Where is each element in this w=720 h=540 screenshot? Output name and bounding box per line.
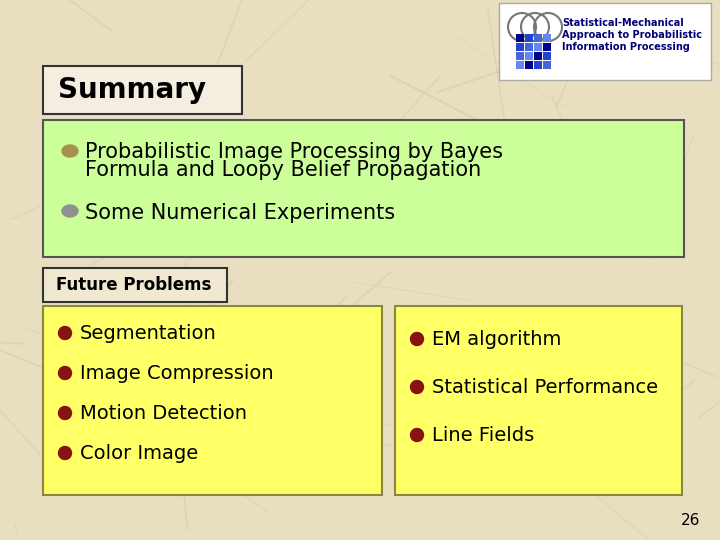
Text: Approach to Probabilistic: Approach to Probabilistic	[562, 30, 702, 40]
Bar	[525, 34, 533, 42]
Text: Motion Detection: Motion Detection	[80, 404, 247, 423]
Ellipse shape	[410, 429, 423, 442]
Bar	[543, 43, 551, 51]
FancyBboxPatch shape	[43, 306, 382, 495]
Bar	[516, 52, 524, 60]
Bar	[543, 34, 551, 42]
Text: Formula and Loopy Belief Propagation: Formula and Loopy Belief Propagation	[85, 160, 481, 180]
Bar	[543, 52, 551, 60]
Text: Information Processing: Information Processing	[562, 42, 690, 52]
FancyBboxPatch shape	[43, 66, 242, 114]
Ellipse shape	[410, 381, 423, 394]
Bar	[525, 52, 533, 60]
Text: Image Compression: Image Compression	[80, 364, 274, 383]
Text: Statistical-Mechanical: Statistical-Mechanical	[562, 18, 684, 28]
Text: Future Problems: Future Problems	[56, 276, 212, 294]
Text: Some Numerical Experiments: Some Numerical Experiments	[85, 203, 395, 223]
Text: Probabilistic Image Processing by Bayes: Probabilistic Image Processing by Bayes	[85, 142, 503, 162]
Ellipse shape	[58, 367, 71, 380]
FancyBboxPatch shape	[499, 3, 711, 80]
Text: EM algorithm: EM algorithm	[432, 330, 562, 349]
Text: 26: 26	[680, 513, 700, 528]
Bar	[516, 43, 524, 51]
FancyBboxPatch shape	[43, 268, 227, 302]
Text: Segmentation: Segmentation	[80, 324, 217, 343]
Text: Line Fields: Line Fields	[432, 426, 534, 445]
Bar	[516, 61, 524, 69]
Ellipse shape	[62, 205, 78, 217]
Bar	[525, 43, 533, 51]
Bar	[534, 34, 542, 42]
Bar	[543, 61, 551, 69]
Ellipse shape	[62, 145, 78, 157]
Bar	[525, 61, 533, 69]
Bar	[534, 61, 542, 69]
Ellipse shape	[58, 407, 71, 420]
Text: Statistical Performance: Statistical Performance	[432, 378, 658, 397]
Bar	[534, 52, 542, 60]
Ellipse shape	[58, 447, 71, 460]
FancyBboxPatch shape	[43, 120, 684, 257]
Ellipse shape	[58, 327, 71, 340]
Ellipse shape	[410, 333, 423, 346]
Text: Color Image: Color Image	[80, 444, 198, 463]
Text: Summary: Summary	[58, 76, 206, 104]
Bar	[534, 43, 542, 51]
FancyBboxPatch shape	[395, 306, 682, 495]
Bar	[516, 34, 524, 42]
